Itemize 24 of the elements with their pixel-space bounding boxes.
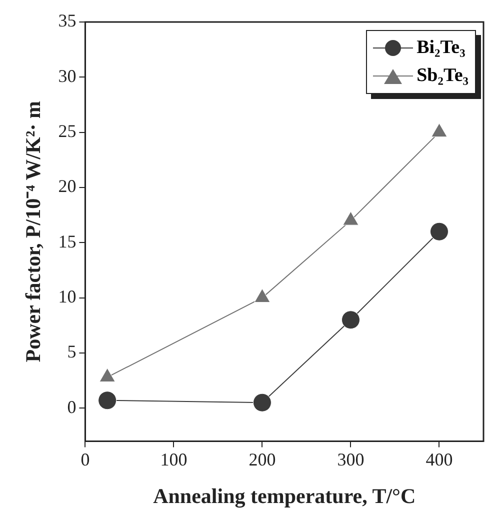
y-tick-label: 25 <box>58 121 76 142</box>
point <box>430 222 448 241</box>
x-tick-label: 0 <box>80 450 90 470</box>
legend-label: Bi₂Te₃ <box>416 36 466 60</box>
y-tick-label: 15 <box>58 231 76 252</box>
y-tick-label: 20 <box>58 176 76 196</box>
point <box>98 391 117 410</box>
point <box>254 288 270 303</box>
point <box>341 310 360 330</box>
point <box>342 211 359 226</box>
y-tick-label: 0 <box>67 396 76 417</box>
point <box>252 393 272 412</box>
x-tick-label: 100 <box>160 450 188 470</box>
x-tick-label: 400 <box>426 450 453 470</box>
y-tick-label: 10 <box>58 286 76 307</box>
x-axis-title: Annealing temperature, T/°C <box>153 484 416 508</box>
point <box>431 123 448 138</box>
y-tick-label: 35 <box>58 10 76 31</box>
x-tick-label: 300 <box>337 450 364 470</box>
legend-label: Sb₂Te₃ <box>416 64 468 88</box>
y-axis-title: Power factor, P/10⁻⁴ W/K²· m <box>21 100 46 362</box>
x-tick-label: 200 <box>248 450 276 470</box>
y-tick-label: 5 <box>67 342 76 362</box>
y-tick-label: 30 <box>58 66 76 86</box>
